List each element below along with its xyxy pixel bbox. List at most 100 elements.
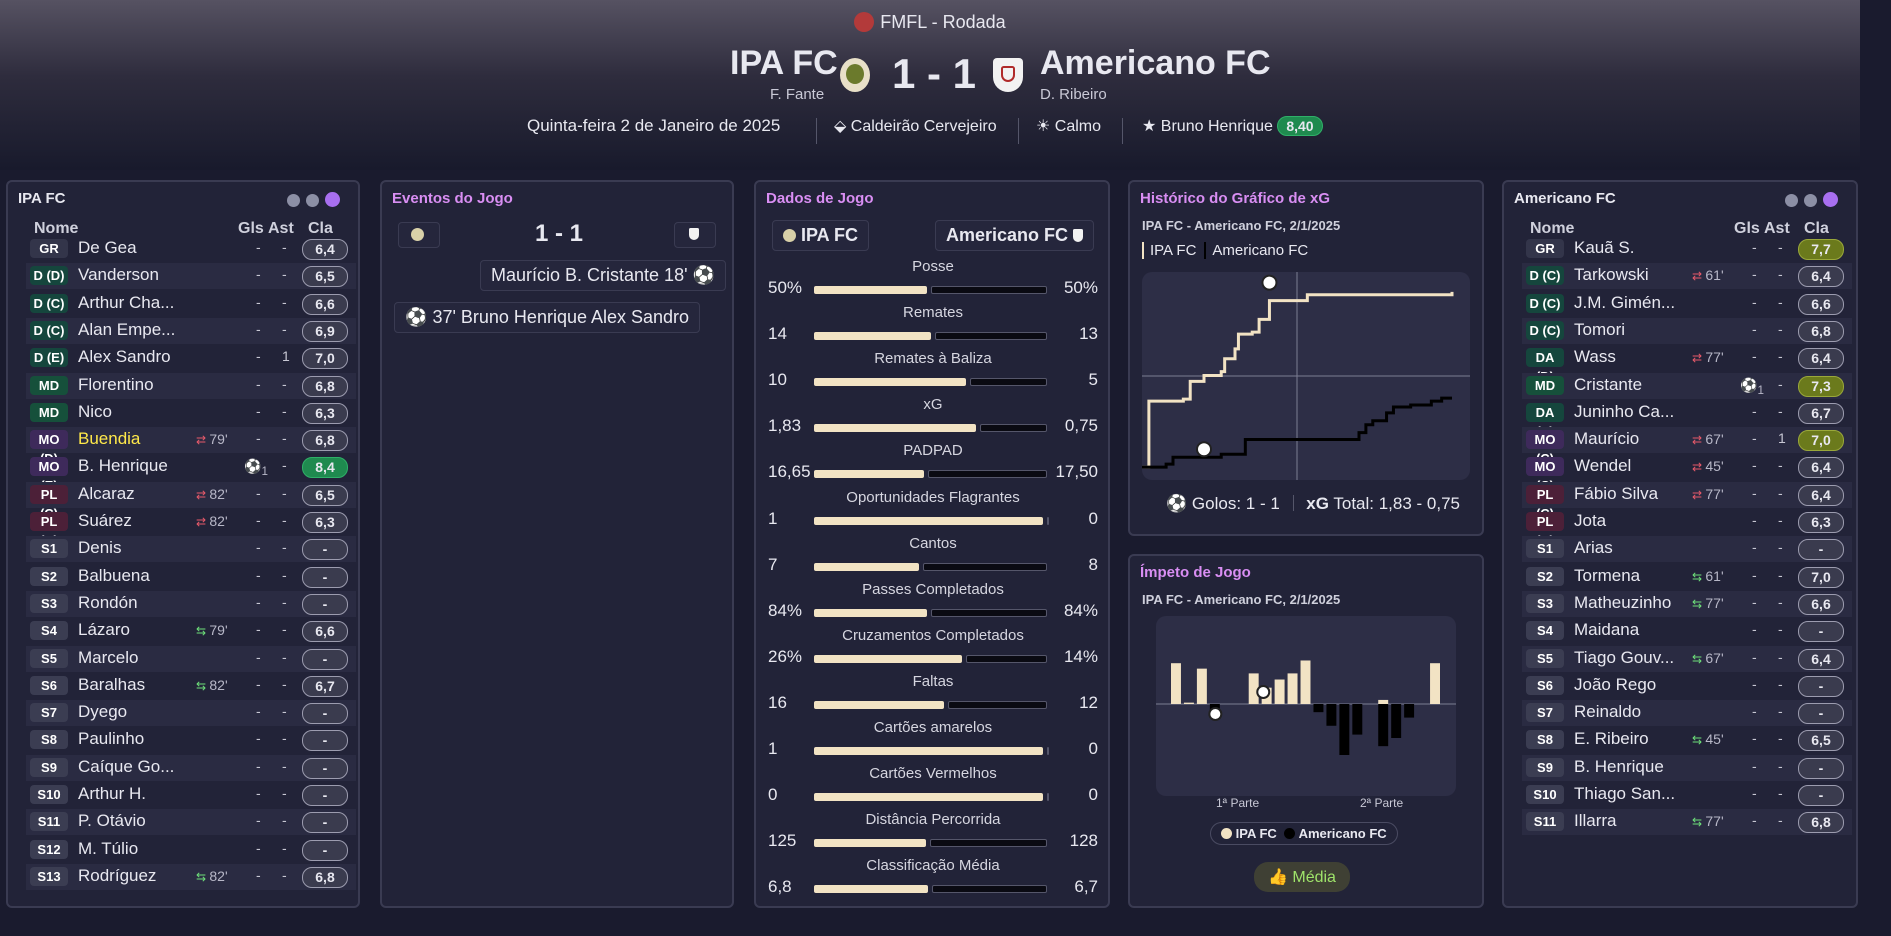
player-name[interactable]: Alcaraz — [78, 483, 135, 503]
player-row[interactable]: S6 Baralhas ⇆ 82' - -6,7 — [26, 673, 356, 699]
player-row[interactable]: D (C) Arthur Cha... - -6,6 — [26, 291, 356, 317]
player-row[interactable]: S7 Reinaldo - - - — [1522, 700, 1852, 727]
player-row[interactable]: GR De Gea - -6,4 — [26, 236, 356, 262]
player-row[interactable]: S12 M. Túlio - - - — [26, 837, 356, 863]
col-cla[interactable]: Cla — [1804, 220, 1829, 237]
player-row[interactable]: D (C) Tomori - -6,8 — [1522, 317, 1852, 344]
player-row[interactable]: S1 Denis - - - — [26, 536, 356, 563]
col-gls[interactable]: Gls — [238, 220, 264, 237]
player-name[interactable]: Wass — [1574, 347, 1616, 367]
player-row[interactable]: S6 João Rego - - - — [1522, 673, 1852, 699]
player-name[interactable]: B. Henrique — [1574, 756, 1664, 776]
event-home-goal[interactable]: ⚽ 37' Bruno Henrique Alex Sandro — [394, 302, 701, 333]
player-row[interactable]: S2 Balbuena - - - — [26, 564, 356, 590]
player-name[interactable]: Nico — [78, 401, 113, 421]
player-name[interactable]: Fábio Silva — [1574, 483, 1659, 503]
player-name[interactable]: P. Otávio — [78, 811, 146, 831]
average-button[interactable]: 👍 Média — [1254, 862, 1350, 892]
player-row[interactable]: MD Florentino - -6,8 — [26, 372, 356, 399]
player-row[interactable]: PL (C)Suárez⇄ 82'--6,3 — [26, 509, 356, 548]
player-row[interactable]: S4 Lázaro ⇆ 79' - -6,6 — [26, 618, 356, 644]
xg-legend-home[interactable]: IPA FC — [1142, 242, 1205, 259]
col-name[interactable]: Nome — [1530, 220, 1575, 237]
player-name[interactable]: Tarkowski — [1574, 265, 1649, 285]
player-row[interactable]: PL (C)Jota--6,3 — [1522, 509, 1852, 548]
player-name[interactable]: Cristante — [1574, 374, 1643, 394]
stats-away-team[interactable]: Americano FC — [934, 220, 1094, 251]
player-name[interactable]: Arthur H. — [78, 784, 147, 803]
player-row[interactable]: S11 P. Otávio - - - — [26, 809, 356, 836]
player-name[interactable]: Thiago San... — [1574, 784, 1676, 803]
player-row[interactable]: S5 Marcelo - - - — [26, 645, 356, 672]
player-row[interactable]: S4 Maidana - - - — [1522, 618, 1852, 644]
player-name[interactable]: Buendia — [78, 429, 141, 449]
event-away-goal[interactable]: Maurício B. Cristante 18' ⚽ — [480, 260, 726, 291]
player-row[interactable]: S1 Arias - - - — [1522, 536, 1852, 563]
player-row[interactable]: D (C) Tarkowski ⇄ 61' - -6,4 — [1522, 263, 1852, 290]
player-name[interactable]: Rondón — [78, 592, 138, 612]
player-name[interactable]: Florentino — [78, 374, 154, 394]
view-dot[interactable] — [1804, 194, 1817, 207]
player-name[interactable]: Vanderson — [78, 265, 159, 285]
player-name[interactable]: Marcelo — [78, 647, 139, 667]
player-name[interactable]: De Gea — [78, 238, 137, 257]
view-dot[interactable] — [306, 194, 319, 207]
home-team-name[interactable]: IPA FC — [730, 44, 838, 82]
player-row[interactable]: S3 Rondón - - - — [26, 590, 356, 617]
player-name[interactable]: B. Henrique — [78, 456, 168, 476]
player-row[interactable]: S7 Dyego - - - — [26, 700, 356, 727]
player-row[interactable]: MO (E) B. Henrique ⚽1-8,4 — [26, 454, 356, 493]
col-name[interactable]: Nome — [34, 220, 79, 237]
player-row[interactable]: S8 E. Ribeiro ⇆ 45' - -6,5 — [1522, 727, 1852, 753]
player-row[interactable]: S11 Illarra ⇆ 77' - -6,8 — [1522, 809, 1852, 836]
view-dot-active[interactable] — [1823, 192, 1838, 207]
player-name[interactable]: M. Túlio — [78, 838, 139, 858]
player-name[interactable]: Tormena — [1574, 565, 1641, 585]
momentum-legend-away[interactable]: Americano FC — [1298, 826, 1387, 841]
player-row[interactable]: MO (C)Wendel⇄ 45'--6,4 — [1522, 454, 1852, 493]
player-name[interactable]: Balbuena — [78, 565, 150, 585]
player-name[interactable]: Arthur Cha... — [78, 292, 175, 312]
player-row[interactable]: GR Kauã S. - -7,7 — [1522, 236, 1852, 262]
player-row[interactable]: DA (E)Juninho Ca...--6,7 — [1522, 400, 1852, 439]
player-name[interactable]: Baralhas — [78, 674, 146, 694]
player-name[interactable]: Dyego — [78, 702, 128, 722]
player-row[interactable]: MD Nico - -6,3 — [26, 400, 356, 426]
player-row[interactable]: S10 Arthur H. - - - — [26, 782, 356, 808]
player-name[interactable]: E. Ribeiro — [1574, 729, 1649, 749]
player-name[interactable]: Alan Empe... — [78, 319, 176, 339]
player-name[interactable]: Paulinho — [78, 729, 145, 749]
player-row[interactable]: S3 Matheuzinho ⇆ 77' - -6,6 — [1522, 590, 1852, 617]
away-team-name[interactable]: Americano FC — [1040, 44, 1271, 82]
player-name[interactable]: Suárez — [78, 511, 132, 530]
player-name[interactable]: Tiago Gouv... — [1574, 647, 1675, 667]
col-ast[interactable]: Ast — [268, 220, 294, 237]
player-row[interactable]: MO (C) Maurício ⇄ 67' - 1 7,0 — [1522, 427, 1852, 466]
player-row[interactable]: S5 Tiago Gouv... ⇆ 67' - -6,4 — [1522, 645, 1852, 672]
player-name[interactable]: Jota — [1574, 511, 1607, 530]
player-row[interactable]: S13 Rodríguez ⇆ 82' - -6,8 — [26, 863, 356, 890]
momentum-legend-home[interactable]: IPA FC — [1235, 826, 1277, 841]
man-of-match[interactable]: ★ Bruno Henrique 8,40 — [1142, 116, 1323, 136]
player-name[interactable]: Kauã S. — [1574, 238, 1635, 257]
player-name[interactable]: Denis — [78, 538, 122, 558]
player-name[interactable]: Wendel — [1574, 456, 1632, 476]
player-name[interactable]: Reinaldo — [1574, 702, 1642, 722]
player-row[interactable]: S10 Thiago San... - - - — [1522, 782, 1852, 808]
player-name[interactable]: Lázaro — [78, 620, 130, 640]
player-name[interactable]: Illarra — [1574, 811, 1617, 831]
player-row[interactable]: D (E) Alex Sandro - 1 7,0 — [26, 345, 356, 371]
stats-home-team[interactable]: IPA FC — [772, 220, 870, 251]
player-name[interactable]: Alex Sandro — [78, 347, 171, 367]
col-gls[interactable]: Gls — [1734, 220, 1760, 237]
player-row[interactable]: D (C) J.M. Gimén... - -6,6 — [1522, 291, 1852, 317]
player-name[interactable]: Matheuzinho — [1574, 592, 1672, 612]
player-row[interactable]: PL (C)Fábio Silva⇄ 77'--6,4 — [1522, 481, 1852, 521]
player-name[interactable]: João Rego — [1574, 674, 1657, 694]
player-name[interactable]: Juninho Ca... — [1574, 401, 1675, 421]
player-name[interactable]: Maidana — [1574, 620, 1640, 640]
player-row[interactable]: D (C) Alan Empe... - -6,9 — [26, 317, 356, 344]
player-row[interactable]: DA (D)Wass⇄ 77'--6,4 — [1522, 345, 1852, 384]
player-row[interactable]: S9 B. Henrique - - - — [1522, 754, 1852, 781]
xg-legend-away[interactable]: Americano FC — [1204, 242, 1315, 259]
